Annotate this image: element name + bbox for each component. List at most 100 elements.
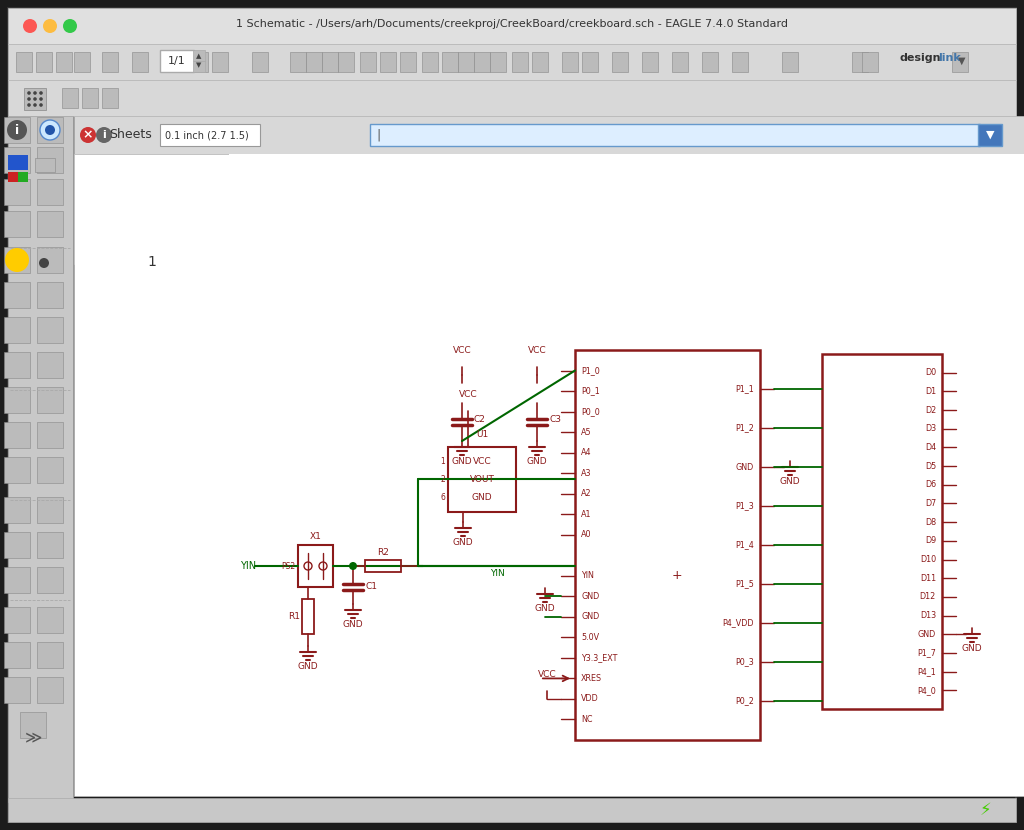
Bar [4, 457, 30, 483]
Circle shape [28, 91, 31, 95]
Bar [4, 352, 30, 378]
Text: GND: GND [736, 462, 754, 471]
Circle shape [45, 125, 55, 135]
Circle shape [7, 120, 27, 140]
Circle shape [39, 103, 43, 107]
Bar [562, 52, 578, 72]
Text: C2: C2 [474, 414, 485, 423]
Text: |: | [376, 129, 380, 141]
Circle shape [43, 19, 57, 33]
Bar [62, 88, 78, 108]
Text: C3: C3 [549, 414, 561, 423]
Bar [8, 8, 1016, 44]
Bar [978, 124, 1002, 146]
Circle shape [349, 562, 357, 570]
Bar [80, 158, 223, 248]
Text: ×: × [83, 129, 93, 141]
Text: D8: D8 [925, 518, 936, 527]
Text: ≫: ≫ [25, 728, 42, 746]
Text: D4: D4 [925, 443, 936, 452]
Circle shape [33, 97, 37, 100]
Bar [306, 52, 322, 72]
Text: A2: A2 [581, 489, 592, 498]
Text: D13: D13 [920, 611, 936, 620]
Text: A5: A5 [581, 427, 592, 437]
Text: P1_3: P1_3 [735, 501, 754, 510]
Circle shape [40, 120, 60, 140]
Bar [702, 52, 718, 72]
Text: D5: D5 [925, 461, 936, 471]
Bar [193, 52, 208, 72]
Bar [8, 116, 73, 802]
Circle shape [23, 19, 37, 33]
Text: GND: GND [453, 538, 473, 547]
Bar [360, 52, 376, 72]
Text: A4: A4 [581, 448, 592, 457]
Circle shape [96, 127, 112, 143]
Bar [449, 447, 516, 512]
Text: GND: GND [918, 630, 936, 639]
Bar [532, 52, 548, 72]
Bar [36, 52, 52, 72]
Text: YIN: YIN [240, 561, 256, 571]
Bar [37, 497, 63, 523]
Bar [37, 567, 63, 593]
Bar [74, 154, 1024, 796]
Bar [298, 545, 333, 587]
Bar [290, 52, 306, 72]
Bar [8, 172, 18, 182]
Bar [20, 712, 46, 738]
Bar [4, 211, 30, 237]
Bar [37, 422, 63, 448]
Text: VCC: VCC [453, 346, 471, 355]
Bar [37, 352, 63, 378]
Bar [512, 52, 528, 72]
Bar [37, 677, 63, 703]
Bar [370, 124, 980, 146]
Text: D10: D10 [920, 555, 936, 564]
Polygon shape [457, 357, 467, 367]
Bar [16, 52, 32, 72]
Text: P4_0: P4_0 [918, 686, 936, 695]
Bar [642, 52, 658, 72]
Text: P1_2: P1_2 [735, 423, 754, 432]
Text: P0_0: P0_0 [581, 407, 600, 416]
Bar [37, 642, 63, 668]
Text: GND: GND [343, 620, 364, 629]
Bar [4, 317, 30, 343]
Bar [4, 422, 30, 448]
Bar [338, 52, 354, 72]
Bar [822, 354, 942, 709]
Text: P4_1: P4_1 [918, 667, 936, 676]
Bar [4, 497, 30, 523]
Bar [672, 52, 688, 72]
Text: ▼: ▼ [197, 62, 202, 68]
Bar [422, 52, 438, 72]
Text: VCC: VCC [527, 346, 547, 355]
Text: NC: NC [581, 715, 593, 724]
Bar [35, 158, 55, 172]
Polygon shape [463, 401, 473, 411]
Text: 1 Schematic - /Users/arh/Documents/creekproj/CreekBoard/creekboard.sch - EAGLE 7: 1 Schematic - /Users/arh/Documents/creek… [236, 19, 788, 29]
Bar [458, 52, 474, 72]
Bar [400, 52, 416, 72]
Bar [442, 52, 458, 72]
Bar [782, 52, 798, 72]
Bar [74, 154, 229, 264]
Text: P0_2: P0_2 [735, 696, 754, 706]
Circle shape [28, 97, 31, 100]
Bar [102, 52, 118, 72]
Bar [4, 282, 30, 308]
Bar [4, 607, 30, 633]
Text: P4_VDD: P4_VDD [723, 618, 754, 627]
Text: GND: GND [581, 592, 599, 601]
Text: 1: 1 [147, 255, 157, 269]
Text: GND: GND [298, 662, 318, 671]
Polygon shape [532, 357, 542, 367]
Text: GND: GND [452, 457, 472, 466]
Text: P1_4: P1_4 [735, 540, 754, 549]
Text: Y3.3_EXT: Y3.3_EXT [581, 653, 617, 662]
Bar [380, 52, 396, 72]
Bar [37, 282, 63, 308]
Text: VCC: VCC [538, 670, 556, 679]
